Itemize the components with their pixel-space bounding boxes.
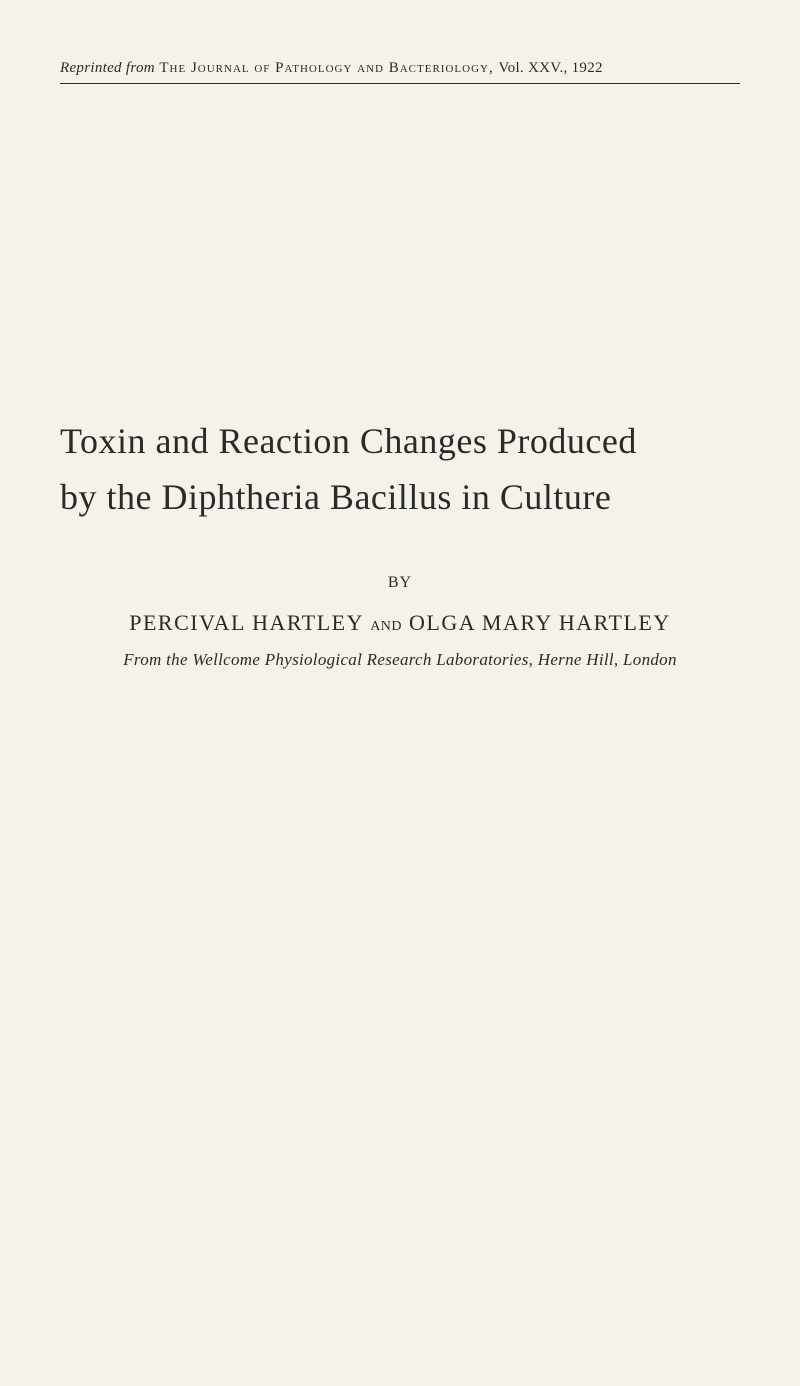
title-line-2: by the Diphtheria Bacillus in Culture: [60, 470, 740, 526]
affiliation-text: From the Wellcome Physiological Research…: [123, 650, 677, 669]
header-volume: Vol. XXV., 1922: [498, 60, 602, 76]
author-and: and: [370, 613, 402, 635]
title-block: Toxin and Reaction Changes Produced by t…: [60, 414, 740, 526]
author-block: PERCIVAL HARTLEY and OLGA MARY HARTLEY: [60, 610, 740, 636]
header-prefix: Reprinted from: [60, 60, 155, 76]
affiliation-block: From the Wellcome Physiological Research…: [60, 650, 740, 670]
authors-line: PERCIVAL HARTLEY and OLGA MARY HARTLEY: [129, 610, 670, 635]
title-line-1: Toxin and Reaction Changes Produced: [60, 414, 740, 470]
header-journal: The Journal of Pathology and Bacteriolog…: [155, 60, 499, 76]
by-block: BY: [60, 574, 740, 592]
author-1: PERCIVAL HARTLEY: [129, 610, 370, 635]
author-2: OLGA MARY HARTLEY: [402, 610, 671, 635]
by-label: BY: [388, 574, 412, 591]
reprint-header: Reprinted from The Journal of Pathology …: [60, 60, 740, 84]
